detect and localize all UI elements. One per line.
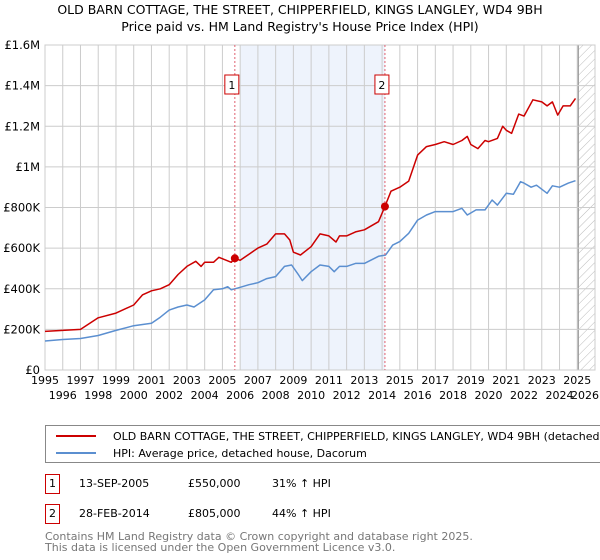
- x-tick-label: 2015: [386, 374, 414, 387]
- x-tick-label: 2023: [528, 374, 556, 387]
- legend-item-hpi: HPI: Average price, detached house, Daco…: [46, 445, 367, 461]
- x-tick-label: 2016: [404, 389, 432, 402]
- x-tick-label: 2011: [315, 374, 343, 387]
- x-tick-label: 1995: [31, 374, 59, 387]
- x-tick-label: 2019: [457, 374, 485, 387]
- x-tick-label: 1999: [102, 374, 130, 387]
- price-chart: 1995 1996 1997 1998 1999 2000 2001 2002 2003 2004…: [3, 38, 599, 402]
- x-tick-label: 2009: [279, 374, 307, 387]
- footer-copyright: Contains HM Land Registry data © Crown c…: [45, 530, 473, 543]
- footer: Contains HM Land Registry data © Crown c…: [45, 531, 473, 553]
- transaction-row: 2 28-FEB-2014 £805,000 44% ↑ HPI: [45, 504, 595, 524]
- property-price-line: [44, 97, 577, 333]
- transaction-number: 1: [45, 474, 60, 494]
- x-tick-label: 2022: [510, 389, 538, 402]
- chart-subtitle: Price paid vs. HM Land Registry's House …: [121, 19, 479, 34]
- transaction-price: £550,000: [188, 477, 241, 490]
- transaction-date: 13-SEP-2005: [79, 477, 150, 490]
- x-tick-label: 2001: [137, 374, 165, 387]
- legend-swatch-blue: [56, 452, 96, 454]
- sale-label: 1: [228, 79, 235, 92]
- y-tick-label: £0: [25, 363, 40, 377]
- x-tick-label: 2000: [120, 389, 148, 402]
- legend-label: OLD BARN COTTAGE, THE STREET, CHIPPERFIE…: [113, 429, 600, 443]
- x-tick-label: 2026: [571, 389, 599, 402]
- y-tick-label: £800K: [3, 201, 40, 215]
- transaction-row: 1 13-SEP-2005 £550,000 31% ↑ HPI: [45, 474, 595, 494]
- x-tick-label: 2004: [191, 389, 219, 402]
- x-tick-label: 1996: [49, 389, 77, 402]
- x-tick-label: 2021: [492, 374, 520, 387]
- y-tick-label: £1.4M: [4, 79, 40, 93]
- plot-border: [44, 44, 596, 371]
- footer-licence: This data is licensed under the Open Gov…: [45, 541, 396, 554]
- x-tick-label: 2020: [475, 389, 503, 402]
- transaction-date: 28-FEB-2014: [79, 507, 150, 520]
- transaction-hpi: 44% ↑ HPI: [272, 507, 331, 520]
- x-tick-label: 1998: [84, 389, 112, 402]
- transaction-hpi: 31% ↑ HPI: [272, 477, 331, 490]
- x-tick-label: 2007: [244, 374, 272, 387]
- sale-point: [380, 202, 389, 211]
- x-tick-label: 2017: [421, 374, 449, 387]
- y-tick-label: £200K: [3, 322, 40, 336]
- legend-label: HPI: Average price, detached house, Daco…: [113, 446, 367, 460]
- sale-label-box: [374, 74, 390, 95]
- x-tick-label: 2008: [262, 389, 290, 402]
- x-tick-label: 2003: [173, 374, 201, 387]
- x-tick-label: 2018: [439, 389, 467, 402]
- sale-point: [230, 254, 239, 263]
- x-tick-label: 2005: [208, 374, 236, 387]
- transaction-price: £805,000: [188, 507, 241, 520]
- x-tick-label: 1997: [66, 374, 94, 387]
- x-tick-label: 2002: [155, 389, 183, 402]
- sale-label: 2: [378, 79, 385, 92]
- x-tick-label: 2025: [563, 374, 591, 387]
- chart-title: OLD BARN COTTAGE, THE STREET, CHIPPERFIE…: [57, 2, 543, 17]
- x-tick-label: 2006: [226, 389, 254, 402]
- y-tick-label: £1.6M: [4, 38, 40, 52]
- legend: OLD BARN COTTAGE, THE STREET, CHIPPERFIE…: [45, 425, 600, 463]
- x-tick-label: 2010: [297, 389, 325, 402]
- legend-item-property: OLD BARN COTTAGE, THE STREET, CHIPPERFIE…: [46, 428, 600, 444]
- transaction-number: 2: [45, 504, 60, 524]
- y-tick-label: £400K: [3, 282, 40, 296]
- y-tick-label: £600K: [3, 241, 40, 255]
- sale-label-box: [224, 74, 240, 95]
- x-tick-label: 2024: [546, 389, 574, 402]
- y-tick-label: £1.2M: [4, 119, 40, 133]
- y-tick-label: £1M: [15, 160, 40, 174]
- legend-swatch-red: [56, 435, 96, 437]
- x-tick-label: 2014: [368, 389, 396, 402]
- hpi-line: [44, 179, 576, 342]
- x-tick-label: 2013: [350, 374, 378, 387]
- x-tick-label: 2012: [333, 389, 361, 402]
